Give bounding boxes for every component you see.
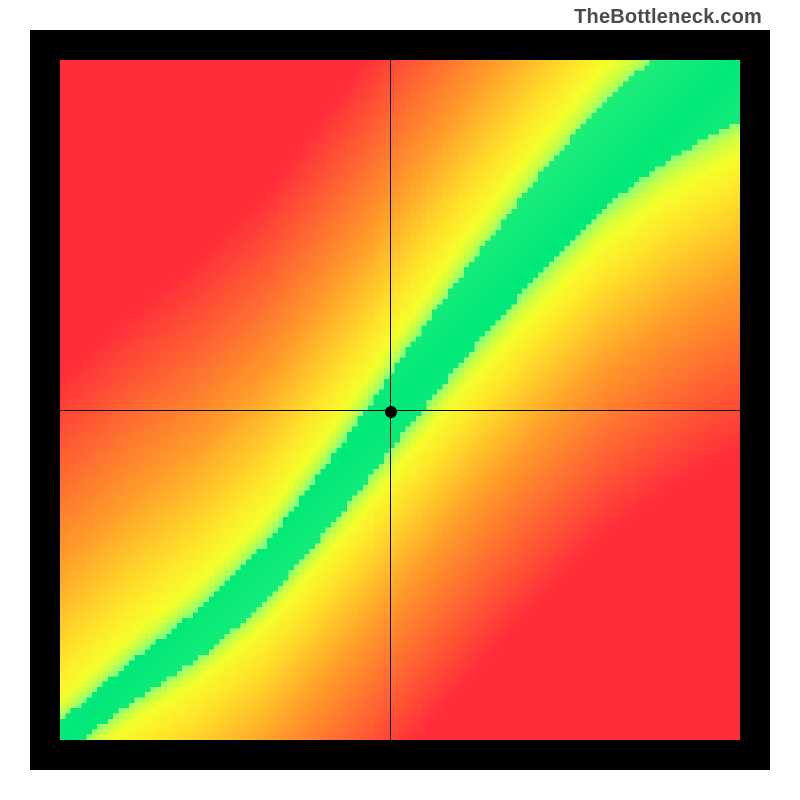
crosshair-horizontal <box>60 410 740 411</box>
attribution-text: TheBottleneck.com <box>574 6 762 29</box>
crosshair-vertical <box>390 60 391 740</box>
chart-container: TheBottleneck.com <box>0 0 800 800</box>
bottleneck-heatmap <box>60 60 740 740</box>
operating-point-marker <box>385 406 397 418</box>
